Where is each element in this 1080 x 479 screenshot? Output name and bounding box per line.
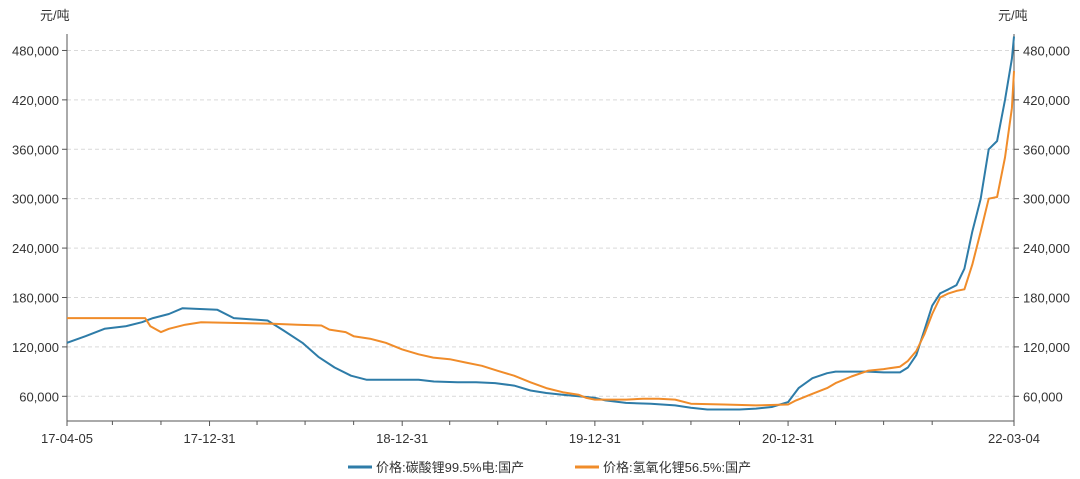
y-tick-layer: 60,000 60,000 120,000 120,000 180,000 180,000…: [12, 43, 1070, 404]
right-y-tick-label: 240,000: [1023, 241, 1070, 256]
right-y-tick-label: 120,000: [1023, 340, 1070, 355]
legend-label-2: 价格:氢氧化锂56.5%:国产: [603, 460, 751, 475]
x-tick-layer: 17-04-05 17-12-31 18-12-31 19-12-31 20-12-31…: [41, 421, 1040, 446]
legend-label-1: 价格:碳酸锂99.5%电:国产: [376, 460, 524, 475]
x-tick-label: 18-12-31: [376, 431, 428, 446]
right-y-tick-label: 360,000: [1023, 142, 1070, 157]
grid-layer: [67, 49, 1014, 397]
left-y-tick-label: 180,000: [12, 290, 59, 305]
left-y-tick-label: 480,000: [12, 43, 59, 58]
right-y-tick-label: 300,000: [1023, 192, 1070, 207]
series-line-1: [66, 36, 1015, 411]
left-y-tick-label: 360,000: [12, 142, 59, 157]
x-tick-label: 22-03-04: [988, 431, 1040, 446]
right-y-tick-label: 420,000: [1023, 93, 1070, 108]
left-unit-label: 元/吨: [40, 8, 70, 23]
right-y-tick-label: 60,000: [1023, 389, 1063, 404]
left-y-tick-label: 60,000: [19, 389, 59, 404]
series-layer: [66, 36, 1015, 411]
left-y-tick-label: 420,000: [12, 93, 59, 108]
x-tick-label: 20-12-31: [762, 431, 814, 446]
left-y-tick-label: 120,000: [12, 340, 59, 355]
legend: 价格:碳酸锂99.5%电:国产 价格:氢氧化锂56.5%:国产: [348, 460, 751, 475]
right-y-tick-label: 180,000: [1023, 290, 1070, 305]
x-tick-label: 19-12-31: [569, 431, 621, 446]
x-tick-label: 17-04-05: [41, 431, 93, 446]
axis-layer: 元/吨 元/吨: [40, 8, 1028, 422]
left-y-tick-label: 240,000: [12, 241, 59, 256]
series-line-2: [67, 71, 1015, 407]
left-y-tick-label: 300,000: [12, 192, 59, 207]
right-unit-label: 元/吨: [998, 8, 1028, 23]
right-y-tick-label: 480,000: [1023, 43, 1070, 58]
x-tick-label: 17-12-31: [184, 431, 236, 446]
